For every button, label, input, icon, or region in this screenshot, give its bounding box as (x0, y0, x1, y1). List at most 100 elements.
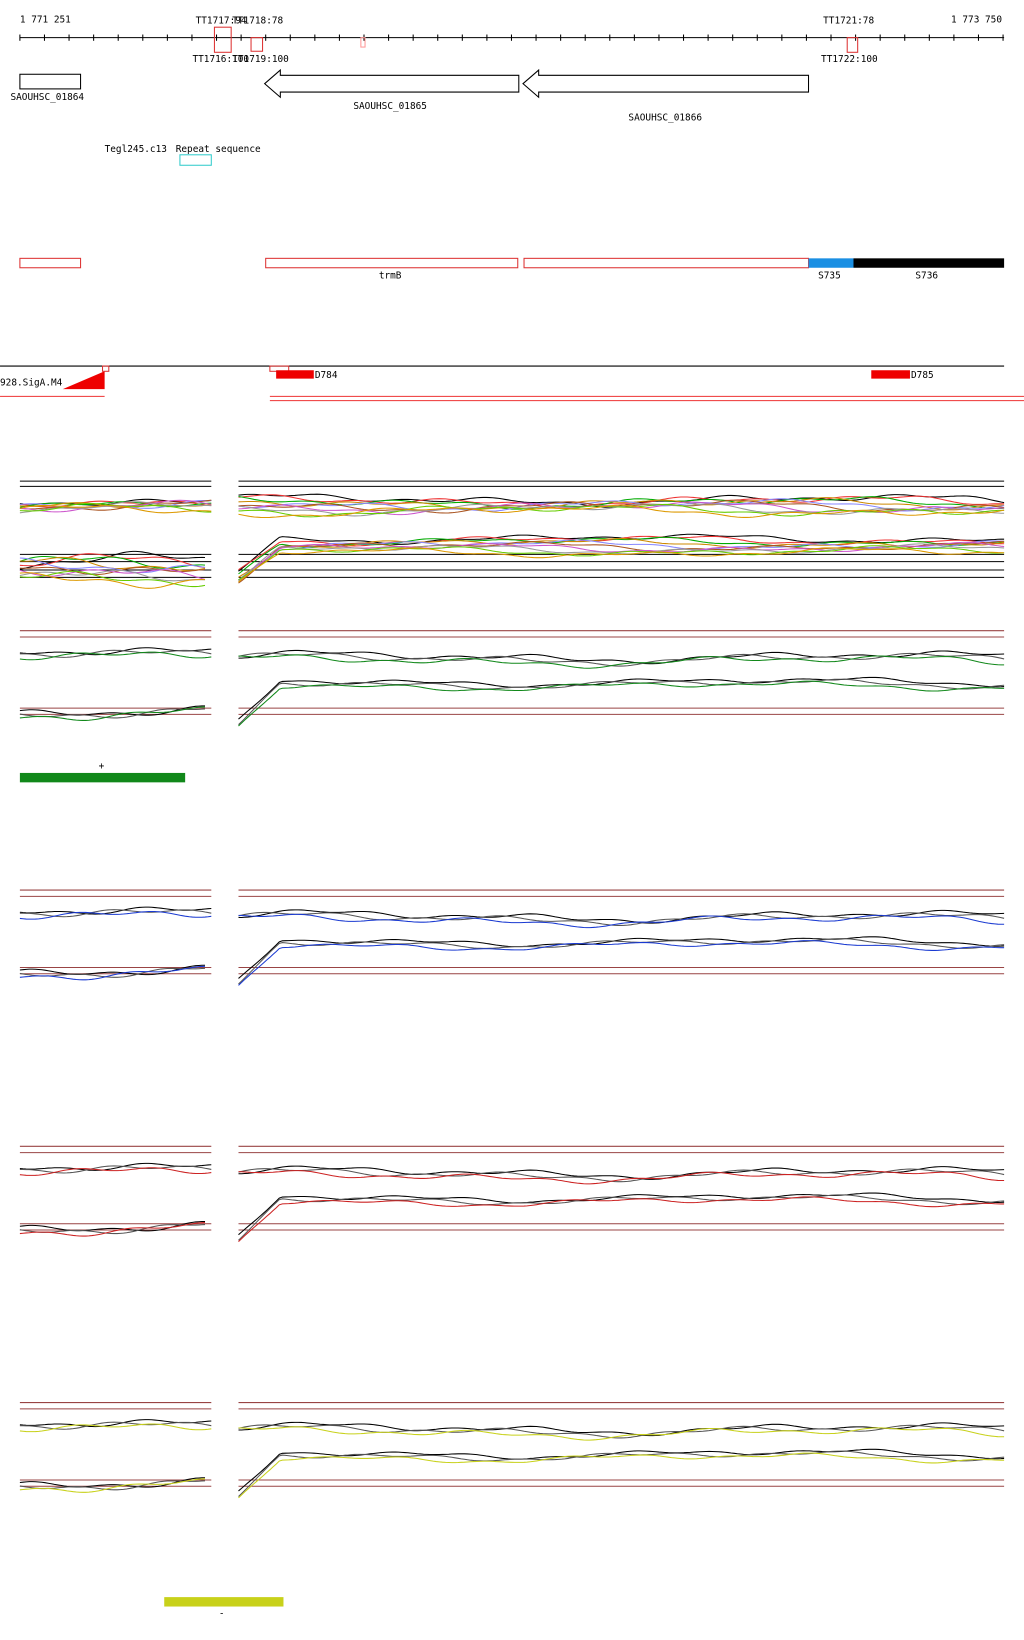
gene-arrow (522, 68, 810, 99)
signal-trace (19, 1222, 206, 1237)
signal-trace (238, 504, 1005, 519)
terminator-label: TT1717:94 (196, 15, 247, 26)
signal-trace (19, 1162, 212, 1171)
transcript-label: S736 (915, 271, 938, 282)
signal-trace (19, 1421, 212, 1430)
signal-trace (238, 536, 1005, 575)
transcripts: trmB S735 S736 (19, 257, 1005, 282)
strand-label: + (99, 761, 105, 772)
signal-trace (238, 936, 1005, 979)
signal-trace (19, 906, 212, 915)
signal-trace (19, 557, 206, 574)
expression-tracks (19, 480, 1005, 1499)
transcript (808, 258, 854, 268)
signal-trace (19, 569, 206, 580)
signal-trace (19, 1167, 212, 1176)
repeat-label: Tegl245.c13 (105, 144, 167, 155)
signal-trace (19, 1423, 212, 1433)
signal-trace (19, 501, 212, 514)
signal-trace (19, 504, 212, 514)
ruler-start: 1 771 251 (20, 14, 71, 25)
signal-trace (238, 1194, 1005, 1241)
signal-trace (238, 652, 1005, 667)
signal-trace (19, 909, 212, 918)
strand-bar (164, 1597, 284, 1607)
terminator (213, 26, 232, 53)
signal-trace (19, 910, 212, 920)
gene-label: SAOUHSC_01865 (353, 101, 427, 112)
transcript-label: trmB (379, 271, 402, 282)
signal-trace (238, 654, 1005, 669)
transcript-label: S735 (818, 271, 841, 282)
signal-trace (19, 1165, 212, 1174)
repeat (179, 154, 212, 166)
signal-trace (19, 965, 206, 981)
promoter (871, 370, 910, 379)
repeats: Tegl245.c13 Repeat sequence (105, 144, 261, 166)
signal-trace (19, 569, 206, 582)
signal-trace (19, 1478, 206, 1493)
signal-trace (238, 1196, 1005, 1242)
signal-trace (238, 1452, 1005, 1499)
signal-trace (238, 498, 1005, 512)
signal-trace (238, 1424, 1005, 1439)
signal-trace (238, 1426, 1005, 1441)
gene-arrow (263, 68, 520, 99)
signal-trace (238, 494, 1005, 509)
signal-trace (238, 680, 1005, 727)
signal-trace (19, 706, 206, 721)
signal-trace (238, 1170, 1005, 1185)
genes: SAOUHSC_01864 SAOUHSC_01865 SAOUHSC_0186… (10, 68, 810, 124)
signal-trace (238, 1168, 1005, 1183)
promoter-label: D784 (315, 370, 338, 381)
terminator (250, 37, 264, 52)
promoters: 928.SigA.M4 D784 D785 (0, 365, 1024, 402)
promoter (276, 370, 314, 379)
gene (19, 73, 82, 90)
signal-trace (19, 649, 212, 658)
terminator-label: TT1719:100 (232, 54, 289, 65)
signal-trace (238, 938, 1005, 985)
repeat-label: Repeat sequence (176, 144, 261, 155)
terminator-label: TT1716:100 (192, 54, 249, 65)
transcript (19, 257, 82, 269)
terminator (846, 37, 859, 53)
terminator-label: TT1718:78 (232, 15, 283, 26)
signal-trace (19, 651, 212, 661)
signal-trace (238, 503, 1005, 518)
signal-trace (19, 572, 206, 589)
signal-trace (238, 545, 1005, 581)
transcript (265, 257, 519, 269)
signal-trace (238, 913, 1005, 929)
signal-trace (238, 547, 1005, 583)
promoter (101, 365, 110, 372)
signal-trace (238, 1192, 1005, 1236)
promoter (62, 371, 105, 390)
ruler: 1 771 251 1 773 750 (19, 14, 1005, 41)
signal-trace (238, 543, 1005, 582)
signal-trace (19, 1419, 212, 1428)
signal-trace (19, 570, 206, 588)
signal-trace (238, 676, 1005, 720)
signal-trace (238, 1450, 1005, 1497)
signal-trace (238, 940, 1005, 986)
ruler-end: 1 773 750 (951, 14, 1002, 25)
terminator-label: TT1722:100 (821, 54, 878, 65)
signal-trace (19, 556, 206, 569)
signal-trace (238, 535, 1005, 571)
signal-trace (19, 566, 206, 576)
signal-trace (238, 678, 1005, 725)
signal-trace (19, 647, 212, 656)
promoter-label: 928.SigA.M4 (0, 377, 63, 388)
signal-trace (238, 503, 1005, 517)
signal-trace (19, 499, 212, 511)
signal-trace (238, 911, 1005, 926)
strand-label: - (219, 1608, 225, 1619)
strand-bar (19, 772, 186, 783)
transcript (523, 257, 810, 269)
gene-label: SAOUHSC_01864 (10, 92, 84, 103)
terminator-label: TT1721:78 (823, 15, 874, 26)
terminator (360, 37, 366, 48)
gene-label: SAOUHSC_01866 (628, 113, 702, 124)
